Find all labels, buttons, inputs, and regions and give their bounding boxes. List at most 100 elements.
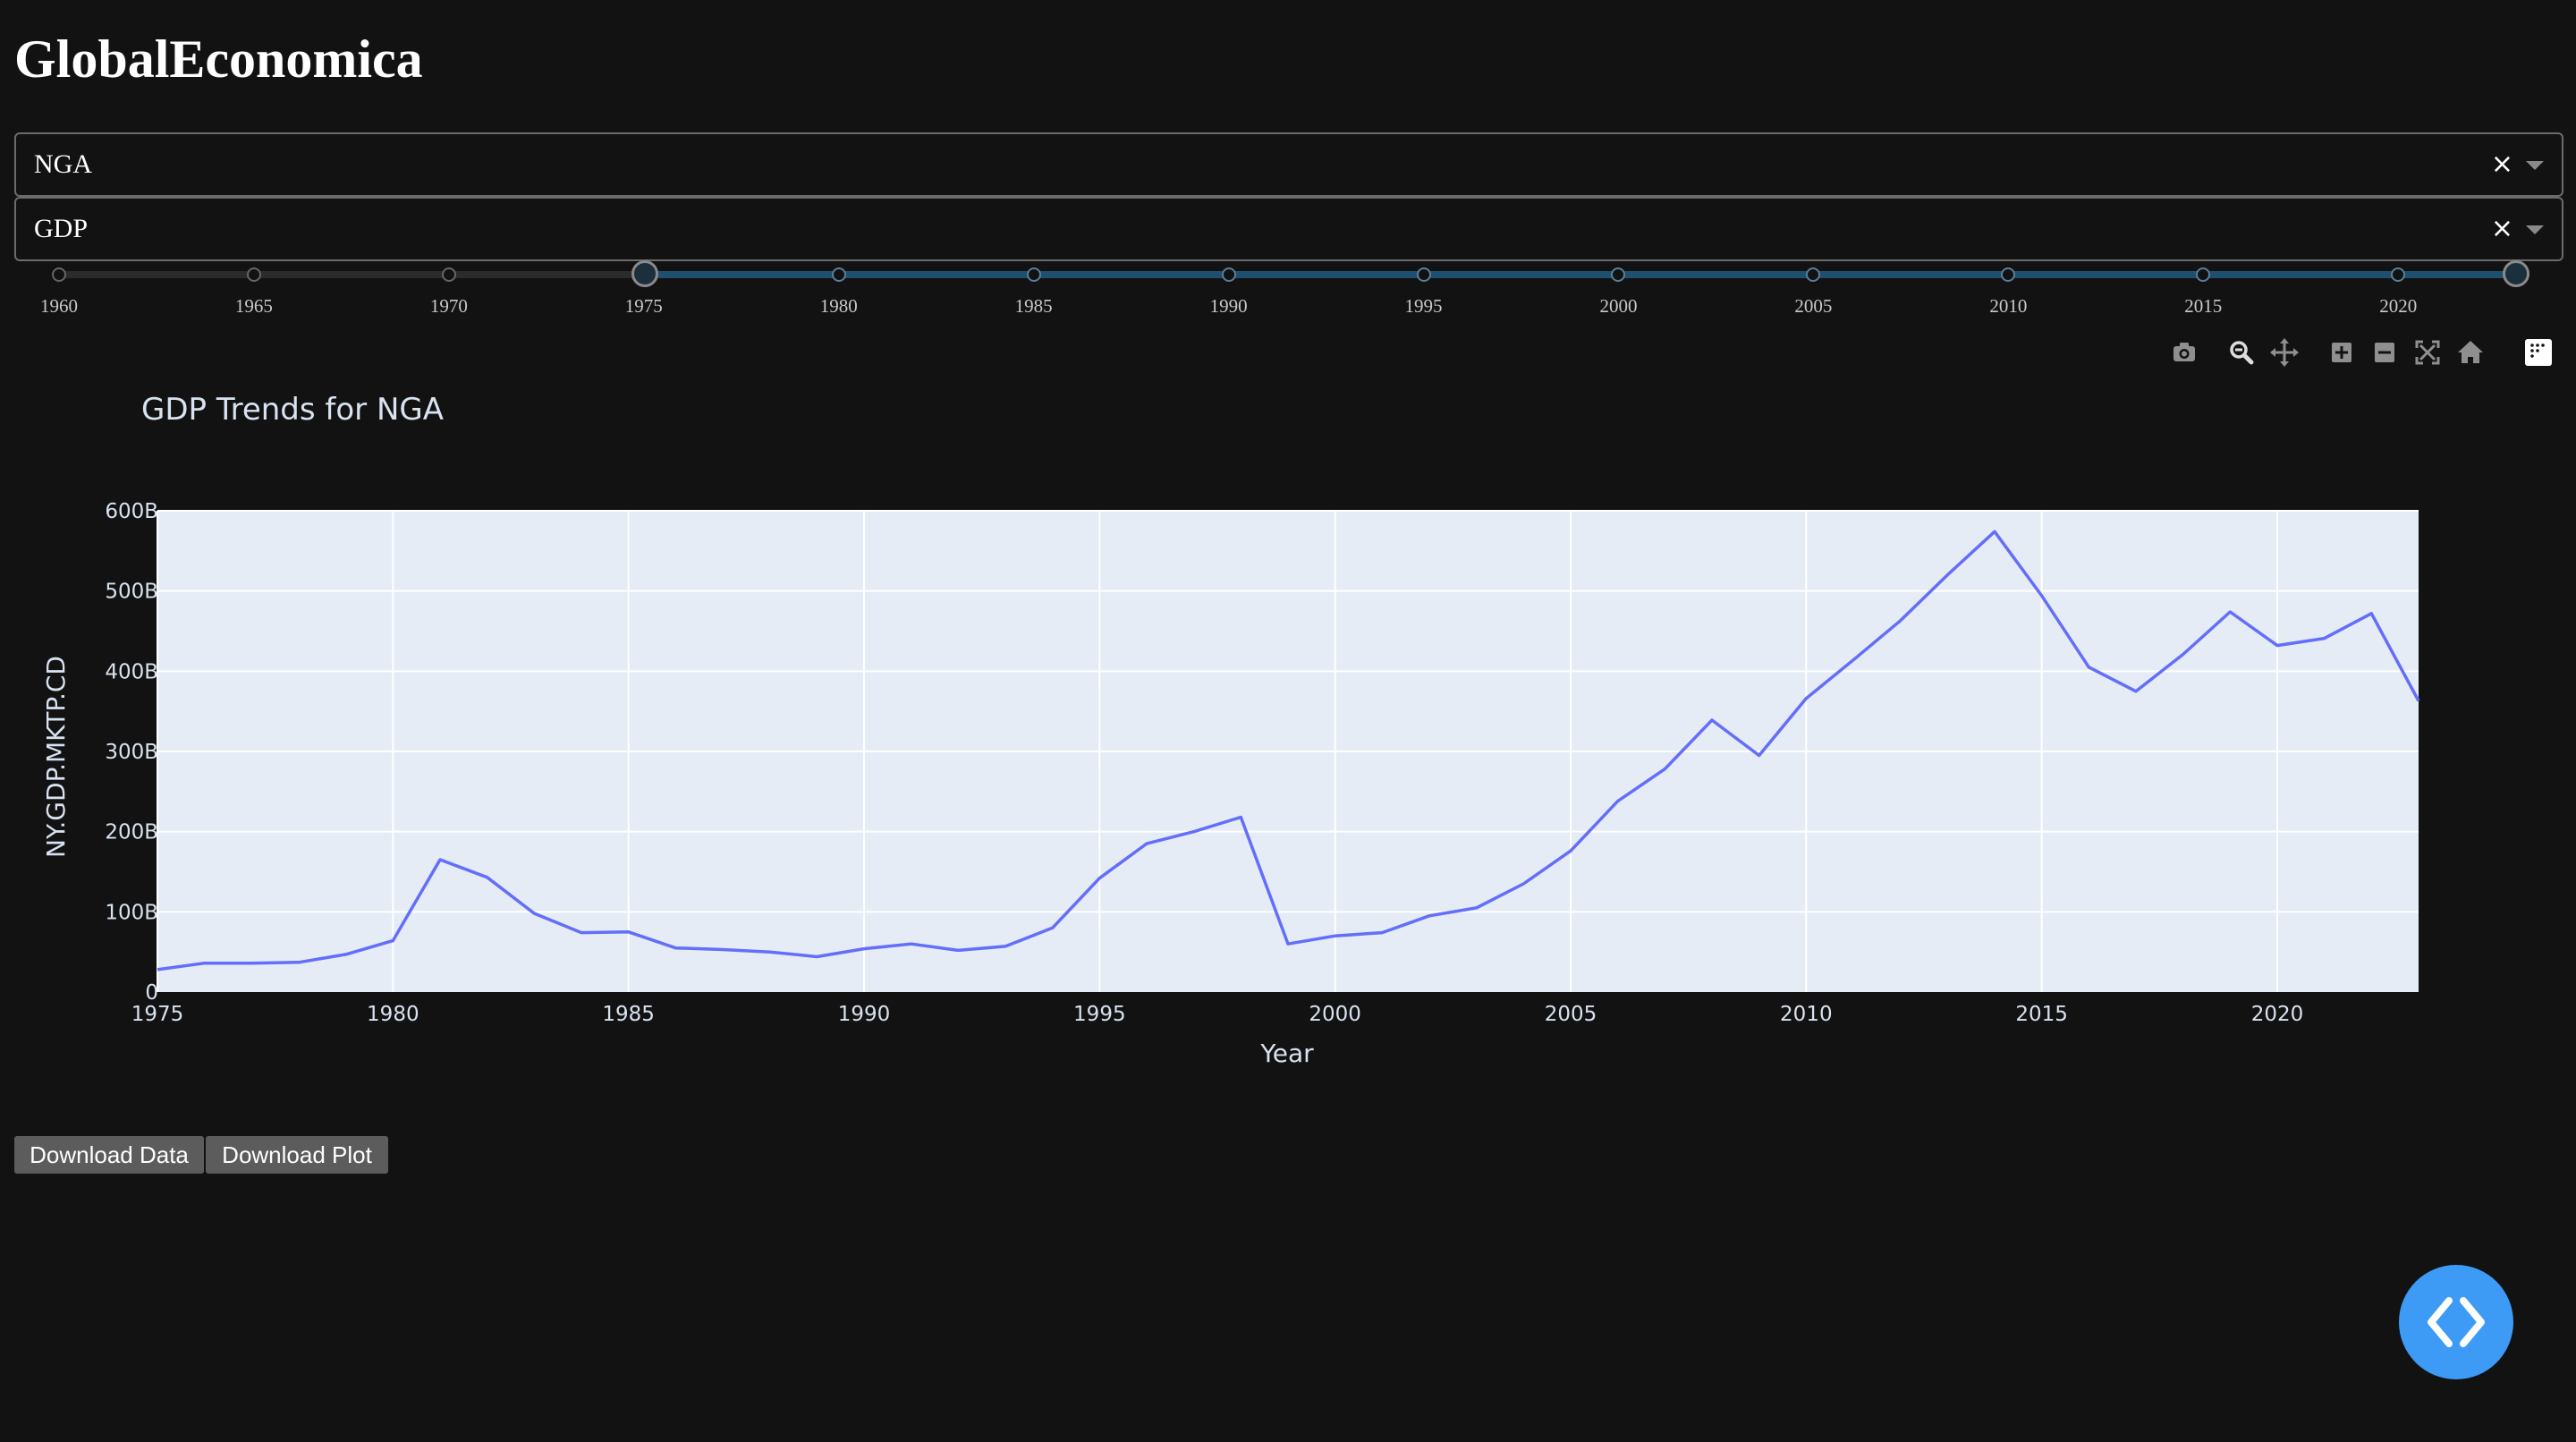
data-point[interactable] [2366, 608, 2377, 619]
data-point[interactable] [482, 872, 493, 883]
data-point[interactable] [152, 964, 163, 975]
country-dropdown[interactable]: NGA × [14, 132, 2563, 197]
data-point[interactable] [246, 958, 257, 969]
x-tick-label: 2000 [1309, 1003, 1361, 1026]
data-point[interactable] [1848, 655, 1859, 666]
data-point[interactable] [717, 944, 728, 954]
slider-mark-label[interactable]: 1970 [429, 295, 468, 317]
slider-mark-label[interactable]: 1985 [1014, 295, 1053, 317]
data-point[interactable] [765, 946, 775, 957]
slider-mark-label[interactable]: 1965 [234, 295, 273, 317]
data-point[interactable] [1330, 930, 1341, 941]
data-point[interactable] [1942, 570, 1953, 581]
data-point[interactable] [387, 936, 398, 946]
x-tick-label: 1985 [602, 1003, 655, 1026]
reset-axes-icon[interactable] [2451, 333, 2490, 372]
gdp-series-line[interactable] [157, 530, 2420, 971]
plotly-logo-icon[interactable] [2519, 333, 2558, 372]
data-point[interactable] [435, 854, 445, 865]
slider-dot[interactable] [831, 267, 846, 282]
slider-mark-label[interactable]: 1980 [819, 295, 858, 317]
data-point[interactable] [1235, 812, 1246, 823]
slider-mark-label[interactable]: 2005 [1794, 295, 1833, 317]
data-point[interactable] [1047, 922, 1058, 933]
slider-mark-label[interactable]: 1960 [40, 295, 78, 317]
data-point[interactable] [2224, 606, 2235, 617]
data-point[interactable] [2037, 590, 2047, 601]
data-point[interactable] [1471, 903, 1482, 913]
data-point[interactable] [1283, 938, 1293, 949]
zoom-out-icon[interactable] [2365, 333, 2404, 372]
slider-mark-label[interactable]: 1975 [624, 295, 663, 317]
slider-handle-start[interactable] [631, 260, 658, 287]
data-point[interactable] [199, 958, 210, 969]
data-point[interactable] [1707, 715, 1717, 725]
country-clear-icon[interactable]: × [2490, 148, 2513, 180]
slider-mark-label[interactable]: 2015 [2184, 295, 2223, 317]
zoom-icon[interactable] [2222, 333, 2261, 372]
data-point[interactable] [953, 945, 963, 955]
data-point[interactable] [1989, 526, 2000, 537]
data-point[interactable] [859, 944, 869, 954]
data-point[interactable] [1094, 873, 1105, 884]
data-point[interactable] [1518, 878, 1529, 889]
autoscale-icon[interactable] [2408, 333, 2447, 372]
slider-mark-label[interactable]: 2020 [2379, 295, 2418, 317]
data-point[interactable] [576, 928, 587, 938]
slider-dot[interactable] [2196, 267, 2211, 282]
slider-selected-track[interactable] [643, 271, 2515, 278]
slider-dot[interactable] [2001, 267, 2016, 282]
zoom-in-icon[interactable] [2322, 333, 2361, 372]
slider-dot[interactable] [1416, 267, 1431, 282]
data-point[interactable] [1801, 693, 1811, 704]
slider-dot[interactable] [1611, 267, 1626, 282]
data-point[interactable] [1895, 615, 1906, 626]
data-point[interactable] [1565, 845, 1576, 856]
slider-dot[interactable] [1221, 267, 1236, 282]
data-point[interactable] [2131, 686, 2141, 697]
slider-dot[interactable] [1026, 267, 1041, 282]
slider-mark-label[interactable]: 2010 [1989, 295, 2028, 317]
slider-dot[interactable] [246, 267, 261, 282]
slider-mark-label[interactable]: 1995 [1404, 295, 1443, 317]
indicator-dropdown[interactable]: GDP × [14, 197, 2563, 261]
slider-dot[interactable] [2391, 267, 2406, 282]
code-toggle-button[interactable] [2399, 1265, 2513, 1379]
slider-mark-label[interactable]: 2000 [1599, 295, 1638, 317]
year-range-slider[interactable]: 1960 1965 1970 1975 1980 1985 1990 1995 2000 2005… [0, 259, 2576, 322]
data-point[interactable] [623, 927, 634, 937]
data-point[interactable] [1000, 941, 1011, 952]
indicator-clear-icon[interactable]: × [2490, 213, 2513, 244]
data-point[interactable] [529, 908, 539, 919]
slider-handle-end[interactable] [2503, 260, 2529, 287]
data-point[interactable] [341, 949, 352, 960]
data-point[interactable] [293, 957, 304, 968]
data-point[interactable] [2413, 696, 2424, 707]
country-chevron-down-icon[interactable] [2526, 161, 2544, 170]
data-point[interactable] [1659, 764, 1670, 775]
data-point[interactable] [2178, 649, 2189, 660]
data-point[interactable] [2319, 633, 2330, 644]
data-point[interactable] [1141, 838, 1152, 849]
pan-icon[interactable] [2265, 333, 2304, 372]
gdp-line-chart[interactable]: GDP Trends for NGA 1975 1980 1985 1990 1995 2… [0, 376, 2576, 1091]
data-point[interactable] [2083, 662, 2094, 673]
data-point[interactable] [906, 938, 917, 949]
data-point[interactable] [811, 952, 822, 963]
download-data-button[interactable]: Download Data [14, 1136, 204, 1174]
data-point[interactable] [1424, 911, 1435, 921]
data-point[interactable] [1377, 928, 1387, 938]
slider-mark-label[interactable]: 1990 [1209, 295, 1248, 317]
slider-dot[interactable] [441, 267, 456, 282]
camera-icon[interactable] [2165, 333, 2204, 372]
data-point[interactable] [1189, 827, 1199, 837]
data-point[interactable] [2272, 640, 2283, 651]
indicator-chevron-down-icon[interactable] [2526, 225, 2544, 234]
slider-dot[interactable] [52, 267, 66, 282]
data-point[interactable] [1613, 796, 1623, 807]
data-point[interactable] [670, 943, 681, 954]
y-axis-title: NY.GDP.MKTP.CD [41, 656, 71, 858]
download-plot-button[interactable]: Download Plot [206, 1136, 388, 1174]
slider-dot[interactable] [1806, 267, 1821, 282]
data-point[interactable] [1754, 750, 1765, 760]
